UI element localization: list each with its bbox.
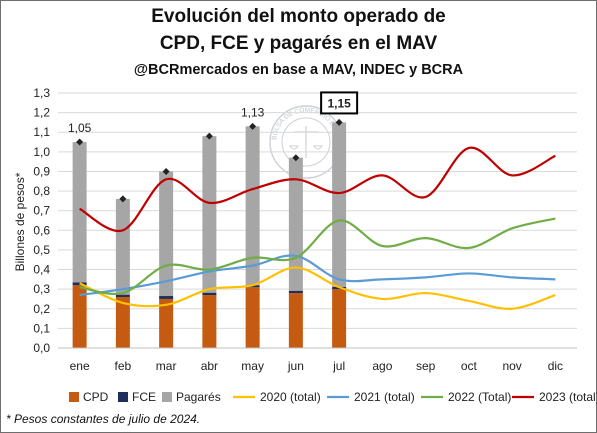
x-tick-label: sep — [416, 359, 436, 373]
legend-label: FCE — [132, 390, 156, 404]
total-marker — [292, 154, 300, 162]
total-marker — [205, 132, 213, 140]
legend-label: 2023 (total) — [539, 390, 597, 404]
legend-label: 2020 (total) — [260, 390, 321, 404]
legend-item: 2020 (total) — [233, 390, 321, 404]
bar-pagar-s — [72, 142, 87, 283]
bar-cpd — [159, 298, 174, 348]
bar-pagar-s — [159, 171, 174, 297]
legend-item: 2021 (total) — [327, 390, 415, 404]
x-tick-label: mar — [156, 359, 177, 373]
bar-fce — [115, 294, 130, 297]
y-tick-label: 0,1 — [33, 321, 50, 335]
y-tick-label: 0,0 — [33, 341, 50, 355]
bar-fce — [202, 292, 217, 296]
chart-title-line1: Evolución del monto operado de — [151, 6, 446, 27]
bar-fce — [288, 290, 303, 294]
x-tick-label: oct — [461, 359, 478, 373]
total-marker — [162, 167, 170, 175]
y-tick-label: 1,0 — [33, 145, 50, 159]
y-tick-label: 0,2 — [33, 302, 50, 316]
line-2021-total- — [79, 254, 556, 297]
y-tick-label: 0,7 — [33, 204, 50, 218]
chart-subtitle: @BCRmercados en base a MAV, INDEC y BCRA — [133, 62, 464, 78]
bar-pagar-s — [332, 122, 347, 287]
bar-cpd — [72, 285, 87, 348]
bar-pagar-s — [245, 126, 260, 286]
total-marker — [249, 122, 257, 130]
bar-fce — [159, 296, 174, 299]
legend-label: 2022 (Total) — [448, 390, 511, 404]
total-value-label: 1,15 — [327, 96, 351, 110]
y-tick-label: 0,9 — [33, 164, 50, 178]
bar-pagar-s — [288, 157, 303, 291]
chart-title-line2: CPD, FCE y pagarés en el MAV — [159, 33, 438, 54]
x-tick-label: may — [241, 359, 264, 373]
x-tick-label: dic — [548, 359, 563, 373]
legend-label: CPD — [83, 390, 109, 404]
legend-swatch — [69, 392, 79, 402]
x-tick-label: jul — [332, 359, 345, 373]
total-marker — [335, 118, 343, 126]
y-axis-label: Billones de pesos* — [13, 172, 27, 271]
bar-pagar-s — [115, 198, 130, 295]
y-tick-label: 0,5 — [33, 243, 50, 257]
x-tick-label: feb — [115, 359, 132, 373]
svg-text:BOLSA DE COMERCIO DE ROSARIO: BOLSA DE COMERCIO DE ROSARIO — [0, 0, 341, 142]
line-2022-total- — [79, 217, 556, 295]
bar-cpd — [115, 297, 130, 348]
legend-item: 2023 (total) — [512, 390, 597, 404]
bar-cpd — [288, 293, 303, 348]
y-tick-label: 1,1 — [33, 125, 50, 139]
bar-cpd — [332, 289, 347, 348]
total-value-label: 1,13 — [241, 105, 265, 119]
x-tick-label: ene — [70, 359, 90, 373]
bcr-seal-watermark: BOLSA DE COMERCIO DE ROSARIO — [0, 0, 343, 179]
y-tick-label: 0,4 — [33, 263, 50, 277]
y-tick-label: 0,3 — [33, 282, 50, 296]
x-tick-label: nov — [502, 359, 521, 373]
legend-item: CPD — [69, 390, 109, 404]
total-marker — [119, 195, 127, 203]
x-tick-label: abr — [201, 359, 218, 373]
x-tick-label: ago — [372, 359, 392, 373]
highlight-label-box — [320, 91, 359, 115]
legend-item: Pagarés — [162, 390, 221, 404]
legend-swatch — [118, 392, 128, 402]
line-2020-total- — [79, 266, 556, 310]
y-tick-label: 1,2 — [33, 106, 50, 120]
bar-pagar-s — [202, 136, 217, 293]
line-2023-total- — [79, 146, 556, 233]
total-value-label: 1,05 — [68, 121, 92, 135]
legend-swatch — [162, 392, 172, 402]
total-marker — [76, 138, 84, 146]
y-tick-label: 0,6 — [33, 223, 50, 237]
bar-cpd — [245, 287, 260, 348]
y-tick-label: 1,3 — [33, 86, 50, 100]
x-tick-label: jun — [287, 359, 304, 373]
footnote: * Pesos constantes de julio de 2024. — [6, 412, 201, 426]
legend-item: 2022 (Total) — [421, 390, 511, 404]
legend-label: Pagarés — [176, 390, 221, 404]
y-tick-label: 0,8 — [33, 184, 50, 198]
legend-label: 2021 (total) — [354, 390, 415, 404]
bar-cpd — [202, 295, 217, 348]
legend-item: FCE — [118, 390, 156, 404]
